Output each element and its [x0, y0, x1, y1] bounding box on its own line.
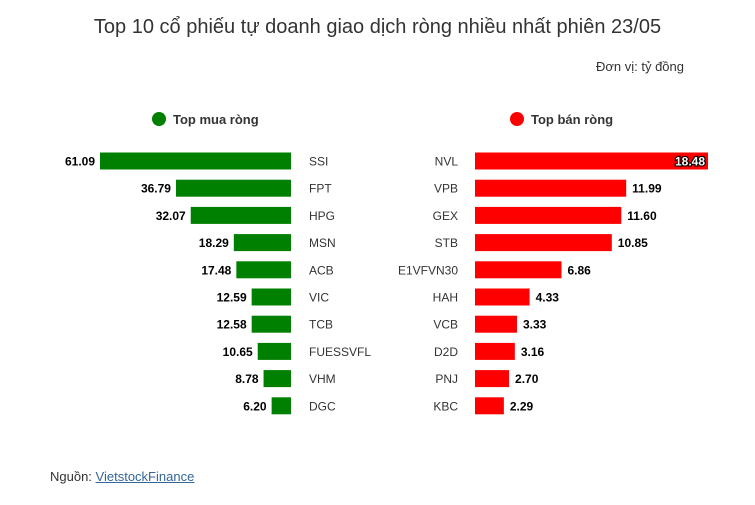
sell-category-label: HAH — [433, 291, 458, 305]
buy-bar — [251, 288, 291, 306]
buy-value-label: 32.07 — [156, 209, 186, 223]
sell-legend-label: Top bán ròng — [531, 112, 613, 127]
buy-category-label: VHM — [309, 372, 336, 386]
buy-legend-marker — [152, 112, 166, 126]
sell-value-label: 2.29 — [510, 399, 534, 413]
sell-value-label: 6.86 — [567, 263, 591, 277]
buy-value-label: 61.09 — [65, 155, 95, 169]
source-label: Nguồn: — [50, 469, 92, 484]
buy-bar — [271, 397, 291, 415]
buy-category-label: DGC — [309, 399, 336, 413]
sell-bar — [475, 152, 708, 170]
buy-bar — [100, 152, 291, 170]
buy-value-label: 10.65 — [223, 345, 253, 359]
sell-bar — [475, 261, 562, 279]
buy-value-label: 18.29 — [199, 236, 229, 250]
sell-value-label: 10.85 — [618, 236, 648, 250]
sell-category-label: NVL — [435, 155, 459, 169]
source-link[interactable]: VietstockFinance — [95, 469, 195, 484]
unit-label: Đơn vị: tỷ đồng — [595, 59, 684, 74]
buy-category-label: FUESSVFL — [309, 345, 371, 359]
sell-category-label: D2D — [434, 345, 458, 359]
source-line: Nguồn: VietstockFinance — [50, 469, 194, 484]
sell-value-label: 11.99 — [632, 182, 662, 196]
buy-category-label: TCB — [309, 318, 333, 332]
buy-category-label: FPT — [309, 182, 332, 196]
sell-bar — [475, 397, 504, 415]
sell-category-label: PNJ — [435, 372, 458, 386]
buy-category-label: VIC — [309, 291, 329, 305]
buy-bar — [263, 370, 291, 388]
sell-category-label: STB — [435, 236, 458, 250]
sell-bar — [475, 342, 515, 360]
sell-value-label: 3.16 — [521, 345, 545, 359]
buy-bar — [175, 179, 291, 197]
buy-value-label: 12.58 — [217, 318, 247, 332]
sell-bar — [475, 288, 530, 306]
buy-category-label: HPG — [309, 209, 335, 223]
sell-category-label: E1VFVN30 — [398, 263, 458, 277]
sell-bar — [475, 206, 622, 224]
buy-value-label: 8.78 — [235, 372, 259, 386]
chart-title: Top 10 cổ phiếu tự doanh giao dịch ròng … — [93, 16, 662, 38]
sell-category-label: VCB — [433, 318, 458, 332]
sell-value-label: 2.70 — [515, 372, 539, 386]
buy-bar — [251, 315, 291, 333]
sell-value-label: 3.33 — [523, 318, 547, 332]
buy-value-label: 6.20 — [243, 399, 267, 413]
buy-bar — [190, 206, 291, 224]
buy-bar — [236, 261, 291, 279]
buy-bar — [233, 234, 291, 252]
sell-category-label: KBC — [433, 399, 458, 413]
sell-bar — [475, 370, 510, 388]
buy-value-label: 36.79 — [141, 182, 171, 196]
buy-value-label: 17.48 — [201, 263, 231, 277]
sell-legend-marker — [510, 112, 524, 126]
buy-bar — [257, 342, 291, 360]
sell-category-label: VPB — [434, 182, 458, 196]
sell-value-label: 18.48 — [675, 155, 705, 169]
sell-bar — [475, 234, 612, 252]
buy-category-label: ACB — [309, 263, 334, 277]
sell-bar — [475, 179, 627, 197]
buy-category-label: MSN — [309, 236, 336, 250]
buy-category-label: SSI — [309, 155, 328, 169]
sell-value-label: 4.33 — [536, 291, 560, 305]
buy-value-label: 12.59 — [217, 291, 247, 305]
sell-bar — [475, 315, 517, 333]
sell-value-label: 11.60 — [627, 209, 657, 223]
buy-legend-label: Top mua ròng — [173, 112, 259, 127]
sell-category-label: GEX — [433, 209, 458, 223]
